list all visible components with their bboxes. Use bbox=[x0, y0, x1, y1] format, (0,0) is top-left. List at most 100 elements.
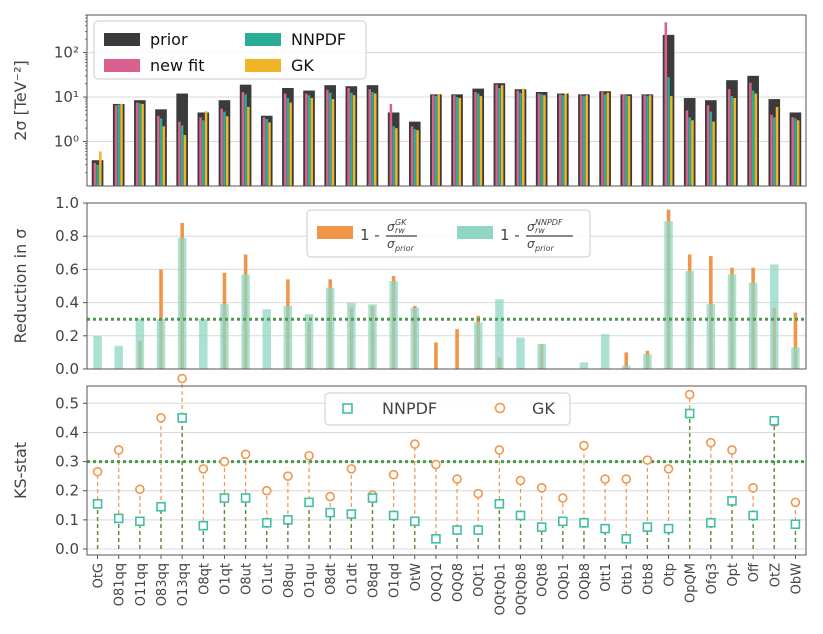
top-ytick-label: 10⁰ bbox=[54, 133, 79, 151]
top-frame bbox=[86, 14, 807, 187]
marker-NNPDF-Otp bbox=[663, 523, 674, 534]
legend-label-NNPDF: NNPDF bbox=[382, 399, 437, 418]
marker-GK-OpQM bbox=[684, 389, 695, 400]
marker-GK-O8dt bbox=[325, 491, 335, 502]
xtick-label-OQb8: OQb8 bbox=[578, 563, 593, 600]
marker-NNPDF-O1qt bbox=[219, 493, 230, 503]
bar-reduction-NNPDF-O8qu bbox=[283, 305, 293, 369]
bar-new-fit-OQt1 bbox=[474, 91, 477, 186]
xtick-label-Otb8: Otb8 bbox=[641, 563, 656, 595]
marker-NNPDF-Opt bbox=[727, 496, 737, 506]
bar-GK-ObW bbox=[796, 120, 800, 186]
marker-GK-Opt bbox=[727, 445, 737, 455]
xtick-label-OtG: OtG bbox=[92, 563, 107, 588]
bar-GK-OQb1 bbox=[564, 93, 567, 186]
marker-GK-Otp bbox=[663, 464, 674, 474]
xtick-label-O1qd: O1qd bbox=[388, 563, 403, 598]
bar-reduction-NNPDF-O8qd bbox=[368, 304, 377, 369]
marker-NNPDF-OtW bbox=[409, 516, 420, 527]
bar-NNPDF-O8qu bbox=[286, 98, 290, 186]
bot-ytick-label: 0.3 bbox=[55, 453, 79, 471]
bar-NNPDF-OtW bbox=[413, 129, 417, 186]
marker-GK-OQtQb1 bbox=[494, 445, 505, 455]
marker-NNPDF-Off bbox=[748, 510, 758, 521]
bar-NNPDF-OtG bbox=[96, 164, 99, 186]
mid-ytick-label: 0.0 bbox=[55, 360, 79, 378]
mid-ytick-label: 0.4 bbox=[55, 294, 79, 312]
bar-new-fit-O8dt bbox=[326, 89, 329, 186]
marker-GK-O1qt bbox=[219, 456, 230, 467]
marker-NNPDF-OQt8 bbox=[536, 522, 547, 532]
bar-GK-Opt bbox=[733, 98, 737, 186]
bar-reduction-GK-ObW bbox=[793, 312, 798, 369]
legend-numerator-sup: GK bbox=[395, 218, 407, 227]
bar-reduction-NNPDF-O1qd bbox=[389, 281, 398, 369]
marker-GK-OQt8 bbox=[536, 483, 547, 493]
marker-NNPDF-O8qu bbox=[283, 515, 293, 525]
bar-GK-O1qu bbox=[310, 98, 314, 186]
bot-legend: NNPDF GK bbox=[324, 392, 571, 426]
marker-NNPDF-OQb1 bbox=[558, 516, 568, 527]
legend-denominator-sub: prior bbox=[534, 244, 554, 253]
bar-NNPDF-O1ut bbox=[265, 119, 269, 186]
marker-NNPDF-OpQM bbox=[684, 408, 695, 419]
legend-label-GK: GK bbox=[532, 399, 555, 418]
top-legend-box bbox=[93, 20, 367, 80]
bar-GK-O1qt bbox=[225, 116, 229, 186]
mid-ytick-label: 0.6 bbox=[55, 260, 79, 278]
bar-reduction-NNPDF-Opt bbox=[727, 274, 737, 369]
bar-GK-O11qq bbox=[141, 103, 144, 186]
top-legend: prior new fit NNPDF GK bbox=[93, 20, 367, 80]
bar-GK-Otp bbox=[670, 96, 673, 186]
legend-denominator-sigma: σ bbox=[527, 237, 535, 251]
bar-reduction-NNPDF-O8dt bbox=[325, 287, 335, 369]
marker-NNPDF-O8qd bbox=[367, 493, 378, 503]
bar-new-fit-O13qq bbox=[178, 121, 181, 186]
bar-new-fit-O1qu bbox=[305, 93, 308, 186]
marker-NNPDF-O1dt bbox=[346, 509, 357, 519]
bar-NNPDF-O8ut bbox=[244, 94, 247, 186]
legend-numerator-sup: NNPDF bbox=[535, 218, 563, 227]
marker-GK-O83qq bbox=[156, 413, 166, 423]
xtick-label-OQb1: OQb1 bbox=[557, 563, 572, 600]
bar-reduction-NNPDF-OQt1 bbox=[473, 322, 483, 369]
bar-GK-O8dt bbox=[331, 99, 335, 186]
xtick-label-OQQ8: OQQ8 bbox=[451, 563, 466, 602]
xtick-label-Opt: Opt bbox=[726, 563, 741, 587]
bar-GK-Otb8 bbox=[648, 95, 652, 186]
bar-NNPDF-OQtQb8 bbox=[519, 92, 522, 186]
xtick-label-O1dt: O1dt bbox=[345, 563, 360, 595]
legend-marker-GK bbox=[494, 402, 506, 414]
marker-GK-OQQ1 bbox=[431, 459, 441, 470]
marker-NNPDF-Otb1 bbox=[621, 534, 632, 544]
marker-NNPDF-O8qt bbox=[198, 520, 209, 531]
bar-NNPDF-O8qd bbox=[371, 91, 374, 186]
legend-text-one-minus: 1 - bbox=[500, 226, 520, 244]
legend-label-new-fit: new fit bbox=[150, 56, 205, 75]
marker-GK-OQb1 bbox=[558, 493, 568, 503]
marker-NNPDF-O1ut bbox=[261, 517, 272, 528]
mid-frame bbox=[86, 202, 807, 370]
bar-reduction-NNPDF-OQtQb8 bbox=[516, 337, 525, 369]
bar-reduction-NNPDF-Off bbox=[748, 282, 758, 369]
xtick-label-Otp: Otp bbox=[663, 563, 678, 587]
marker-NNPDF-OQQ8 bbox=[452, 525, 462, 535]
bar-NNPDF-Otb8 bbox=[646, 96, 649, 186]
bar-reduction-NNPDF-O13qq bbox=[177, 237, 187, 369]
marker-NNPDF-OtG bbox=[92, 499, 103, 509]
bottom-panel: 0.0 0.1 0.2 0.3 0.4 0.5 KS-stat NNPDF GK bbox=[11, 373, 807, 558]
marker-NNPDF-ObW bbox=[790, 519, 801, 530]
bar-new-fit-O8qu bbox=[283, 93, 287, 186]
bar-GK-OQt8 bbox=[543, 95, 546, 186]
bar-NNPDF-OQt8 bbox=[540, 94, 543, 186]
bot-ylabel: KS-stat bbox=[11, 442, 30, 499]
legend-swatch-reduction-GK bbox=[317, 226, 353, 239]
xtick-label-OpQM: OpQM bbox=[684, 563, 699, 603]
bar-GK-Off bbox=[754, 93, 758, 186]
legend-numerator-sub: rw bbox=[535, 226, 545, 235]
bar-NNPDF-O8dt bbox=[328, 92, 332, 186]
xtick-label-O8qt: O8qt bbox=[197, 563, 212, 595]
bar-NNPDF-O1qu bbox=[307, 95, 311, 186]
legend-swatch-prior bbox=[104, 33, 140, 46]
